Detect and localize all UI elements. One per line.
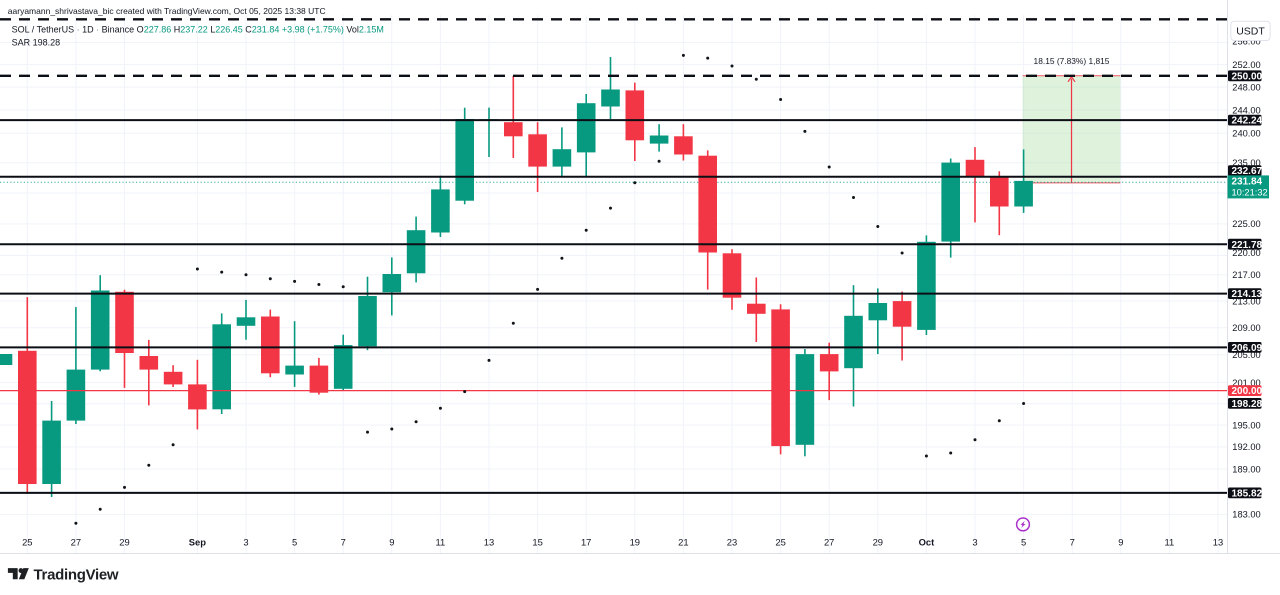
svg-text:7: 7 bbox=[1070, 537, 1075, 548]
svg-text:198.28: 198.28 bbox=[1232, 399, 1263, 410]
svg-text:244.00: 244.00 bbox=[1232, 105, 1260, 115]
svg-text:25: 25 bbox=[775, 537, 785, 548]
svg-text:aaryamann_shrivastava_bic crea: aaryamann_shrivastava_bic created with T… bbox=[8, 6, 326, 16]
svg-text:205.00: 205.00 bbox=[1232, 350, 1260, 360]
svg-text:189.00: 189.00 bbox=[1232, 464, 1260, 474]
svg-text:17: 17 bbox=[581, 537, 591, 548]
svg-text:256.00: 256.00 bbox=[1232, 37, 1260, 47]
svg-text:183.00: 183.00 bbox=[1232, 510, 1260, 520]
svg-text:240.00: 240.00 bbox=[1232, 129, 1260, 139]
svg-text:13: 13 bbox=[484, 537, 494, 548]
svg-text:231.84: 231.84 bbox=[1232, 176, 1263, 187]
svg-text:5: 5 bbox=[1021, 537, 1026, 548]
svg-text:252.00: 252.00 bbox=[1232, 60, 1260, 70]
svg-text:Oct: Oct bbox=[919, 537, 935, 548]
svg-text:232.67: 232.67 bbox=[1232, 166, 1263, 177]
svg-text:3: 3 bbox=[972, 537, 977, 548]
svg-text:206.09: 206.09 bbox=[1232, 343, 1263, 354]
svg-text:13: 13 bbox=[1213, 537, 1223, 548]
svg-text:21: 21 bbox=[678, 537, 688, 548]
svg-text:242.24: 242.24 bbox=[1232, 116, 1263, 127]
svg-text:5: 5 bbox=[292, 537, 297, 548]
svg-text:27: 27 bbox=[824, 537, 834, 548]
svg-text:15: 15 bbox=[532, 537, 542, 548]
svg-text:217.00: 217.00 bbox=[1232, 270, 1260, 280]
svg-text:250.00: 250.00 bbox=[1232, 71, 1263, 82]
svg-text:19: 19 bbox=[630, 537, 640, 548]
svg-text:USDT: USDT bbox=[1236, 26, 1265, 38]
svg-text:235.00: 235.00 bbox=[1232, 158, 1260, 168]
svg-text:Sep: Sep bbox=[189, 537, 206, 548]
svg-text:23: 23 bbox=[727, 537, 737, 548]
svg-text:18.15 (7.83%) 1,815: 18.15 (7.83%) 1,815 bbox=[1034, 56, 1110, 66]
svg-text:11: 11 bbox=[436, 537, 446, 548]
svg-text:213.00: 213.00 bbox=[1232, 296, 1260, 306]
svg-text:10:21:32: 10:21:32 bbox=[1232, 187, 1268, 197]
svg-text:SAR 198.28: SAR 198.28 bbox=[12, 38, 61, 48]
svg-text:248.00: 248.00 bbox=[1232, 82, 1260, 92]
svg-text:185.82: 185.82 bbox=[1232, 489, 1263, 500]
svg-text:214.13: 214.13 bbox=[1232, 289, 1263, 300]
svg-text:25: 25 bbox=[22, 537, 32, 548]
svg-text:200.00: 200.00 bbox=[1232, 386, 1263, 397]
svg-text:11: 11 bbox=[1165, 537, 1175, 548]
svg-text:9: 9 bbox=[389, 537, 394, 548]
svg-text:29: 29 bbox=[119, 537, 129, 548]
svg-text:192.00: 192.00 bbox=[1232, 442, 1260, 452]
svg-text:SOL / TetherUS · 1D · Binance: SOL / TetherUS · 1D · Binance O227.86 H2… bbox=[12, 25, 384, 35]
svg-text:29: 29 bbox=[873, 537, 883, 548]
svg-text:27: 27 bbox=[71, 537, 81, 548]
svg-text:220.00: 220.00 bbox=[1232, 248, 1260, 258]
svg-text:3: 3 bbox=[243, 537, 248, 548]
svg-text:201.00: 201.00 bbox=[1232, 378, 1260, 388]
svg-text:TradingView: TradingView bbox=[34, 567, 119, 584]
svg-text:7: 7 bbox=[341, 537, 346, 548]
svg-text:209.00: 209.00 bbox=[1232, 323, 1260, 333]
svg-text:221.78: 221.78 bbox=[1232, 240, 1263, 251]
svg-text:195.00: 195.00 bbox=[1232, 420, 1260, 430]
svg-text:9: 9 bbox=[1118, 537, 1123, 548]
svg-text:225.00: 225.00 bbox=[1232, 219, 1260, 229]
